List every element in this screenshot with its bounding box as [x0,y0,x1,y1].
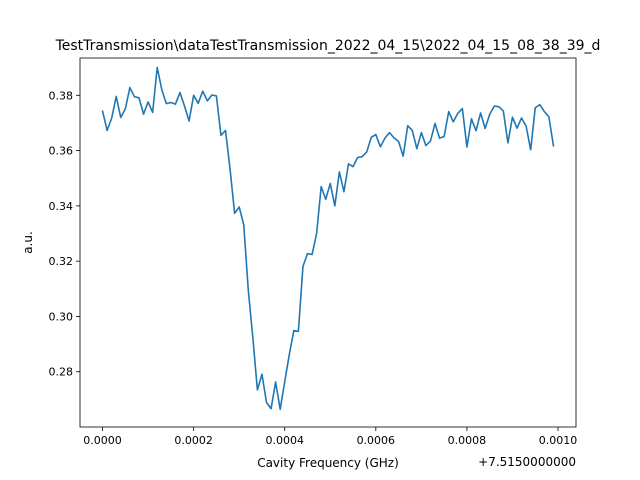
chart-title: TestTransmission\dataTestTransmission_20… [55,38,601,54]
y-tick-label: 0.34 [49,200,74,213]
axes-frame [79,57,577,428]
x-axis-ticks: 0.0000 0.0002 0.0004 0.0006 0.0008 0.0010 [83,427,577,447]
series-line [101,66,555,411]
y-tick-label: 0.30 [49,310,74,323]
y-tick-label: 0.28 [49,366,74,379]
x-tick-label: 0.0010 [539,434,578,447]
x-tick-label: 0.0004 [265,434,304,447]
y-axis-ticks: 0.28 0.30 0.32 0.34 0.36 0.38 [49,89,80,379]
y-tick-label: 0.36 [49,145,74,158]
plot-area: 0.0000 0.0002 0.0004 0.0006 0.0008 0.0010 0.2… [49,57,577,447]
x-axis-offset-label: +7.5150000000 [478,455,576,469]
x-tick-label: 0.0002 [174,434,213,447]
y-tick-label: 0.38 [49,89,74,102]
x-tick-label: 0.0000 [83,434,122,447]
x-tick-label: 0.0008 [448,434,487,447]
x-axis-label: Cavity Frequency (GHz) [257,456,399,470]
y-axis-label: a.u. [21,231,35,254]
x-tick-label: 0.0006 [357,434,396,447]
y-tick-label: 0.32 [49,255,74,268]
